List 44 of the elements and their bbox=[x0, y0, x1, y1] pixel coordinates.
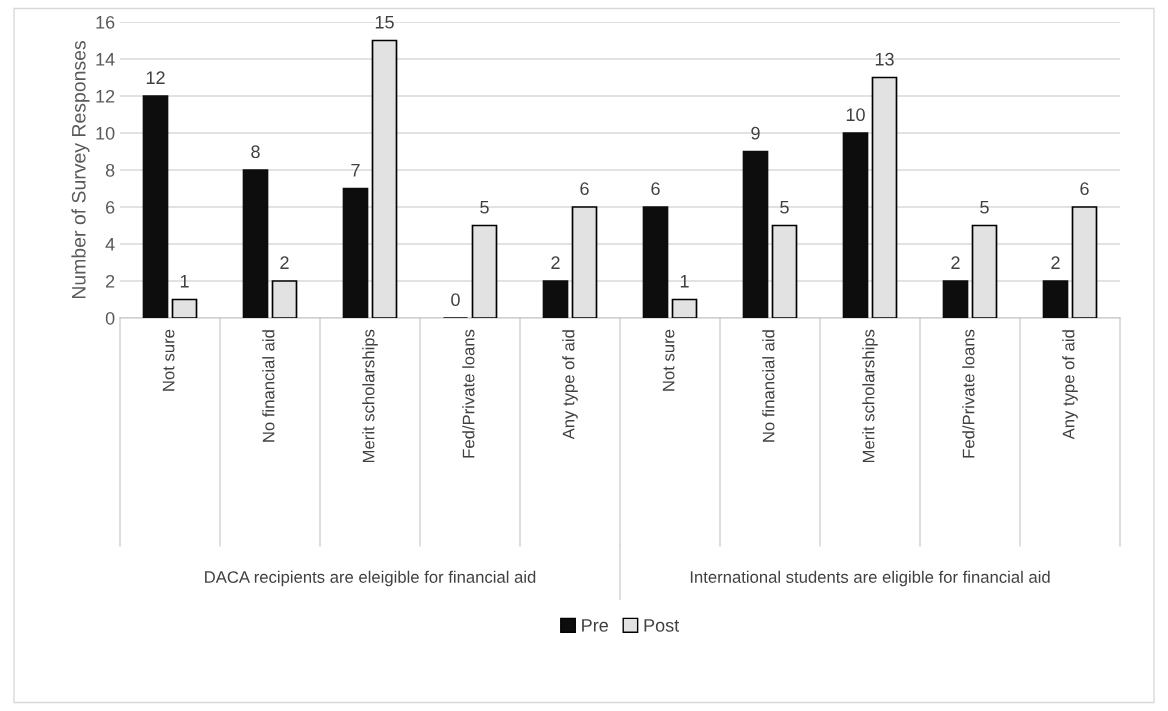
x-tick-label: Fed/Private loans bbox=[962, 329, 975, 458]
data-label: 6 bbox=[651, 182, 660, 196]
text: DACA recipients are eleigible for financial aid bbox=[205, 570, 536, 587]
y-tick-label: 6 bbox=[106, 200, 115, 214]
data-label: 10 bbox=[846, 108, 865, 122]
y-tick-label: 12 bbox=[96, 89, 115, 103]
data-label: 8 bbox=[251, 145, 260, 159]
y-tick-label: 10 bbox=[96, 126, 115, 140]
data-label: 2 bbox=[280, 256, 289, 269]
y-tick-label: 2 bbox=[106, 274, 115, 288]
y-tick-label: 16 bbox=[96, 15, 115, 29]
x-tick-label: Merit scholarships bbox=[862, 329, 878, 463]
y-axis-title: Number of Survey Responses bbox=[71, 41, 90, 299]
y-tick-label: 4 bbox=[105, 238, 115, 251]
y-tick-label: 14 bbox=[96, 53, 115, 66]
x-tick-label: Any type of aid bbox=[562, 330, 578, 440]
data-label: 0 bbox=[451, 293, 460, 307]
y-tick-label: 8 bbox=[105, 163, 115, 177]
y-tick-label: 0 bbox=[105, 311, 115, 325]
data-label: 6 bbox=[1080, 182, 1089, 196]
data-label: 2 bbox=[951, 256, 960, 269]
data-label: 5 bbox=[980, 201, 989, 214]
legend-label: Post bbox=[644, 619, 680, 632]
data-label: 2 bbox=[551, 256, 560, 269]
data-label: 12 bbox=[146, 71, 165, 84]
x-tick-label: Merit scholarships bbox=[362, 329, 378, 463]
legend-label: Pre bbox=[582, 619, 608, 632]
data-label: 1 bbox=[680, 275, 689, 288]
data-label: 7 bbox=[351, 164, 360, 177]
x-tick-label: Fed/Private loans bbox=[462, 329, 475, 458]
x-tick-label: No financial aid bbox=[262, 330, 275, 442]
data-label: 9 bbox=[751, 126, 760, 140]
data-label: 13 bbox=[875, 52, 894, 66]
x-tick-label: Any type of aid bbox=[1062, 330, 1078, 440]
x-tick-label: Not sure bbox=[662, 329, 675, 391]
data-label: 6 bbox=[580, 182, 589, 196]
data-label: 5 bbox=[780, 201, 789, 214]
x-tick-label: Not sure bbox=[162, 329, 175, 391]
data-label: 15 bbox=[375, 16, 394, 29]
data-label: 2 bbox=[1051, 256, 1060, 269]
data-label: 1 bbox=[180, 275, 189, 288]
data-label: 5 bbox=[480, 201, 489, 214]
text: International students are eligible for financial aid bbox=[690, 570, 1050, 587]
x-tick-label: No financial aid bbox=[762, 330, 775, 442]
